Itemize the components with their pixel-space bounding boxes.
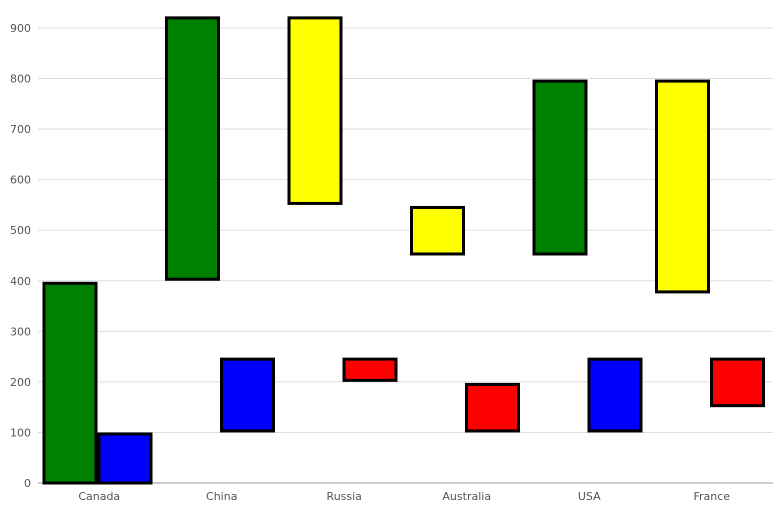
x-tick-label: Australia [442,490,491,503]
y-tick-label: 900 [10,22,31,35]
bar-russia [342,357,398,382]
y-tick-label: 200 [10,376,31,389]
bar-russia [287,16,343,205]
y-tick-label: 500 [10,224,31,237]
bar-australia [465,382,520,433]
y-tick-label: 400 [10,275,31,288]
bar-france [655,79,710,294]
y-tick-label: 700 [10,123,31,136]
x-tick-label: Russia [327,490,362,503]
y-tick-label: 0 [24,477,31,490]
x-tick-label: USA [578,490,601,503]
bar-australia [410,205,465,256]
bar-china [165,16,220,281]
bar-canada [42,281,98,485]
y-axis: 0 100 200 300 400 500 600 700 800 900 [10,22,31,490]
x-tick-label: Canada [78,490,120,503]
bar-usa [532,79,588,256]
bar-france [710,357,765,408]
gridlines [38,27,773,433]
y-tick-label: 300 [10,325,31,338]
x-axis: Canada China Russia Australia USA France [38,482,773,503]
bars [42,16,765,485]
bar-canada [97,432,153,485]
bar-china [220,357,275,433]
bar-usa [587,357,643,433]
x-tick-label: France [693,490,730,503]
x-tick-label: China [206,490,237,503]
y-tick-label: 100 [10,426,31,439]
y-tick-label: 800 [10,73,31,86]
y-tick-label: 600 [10,174,31,187]
